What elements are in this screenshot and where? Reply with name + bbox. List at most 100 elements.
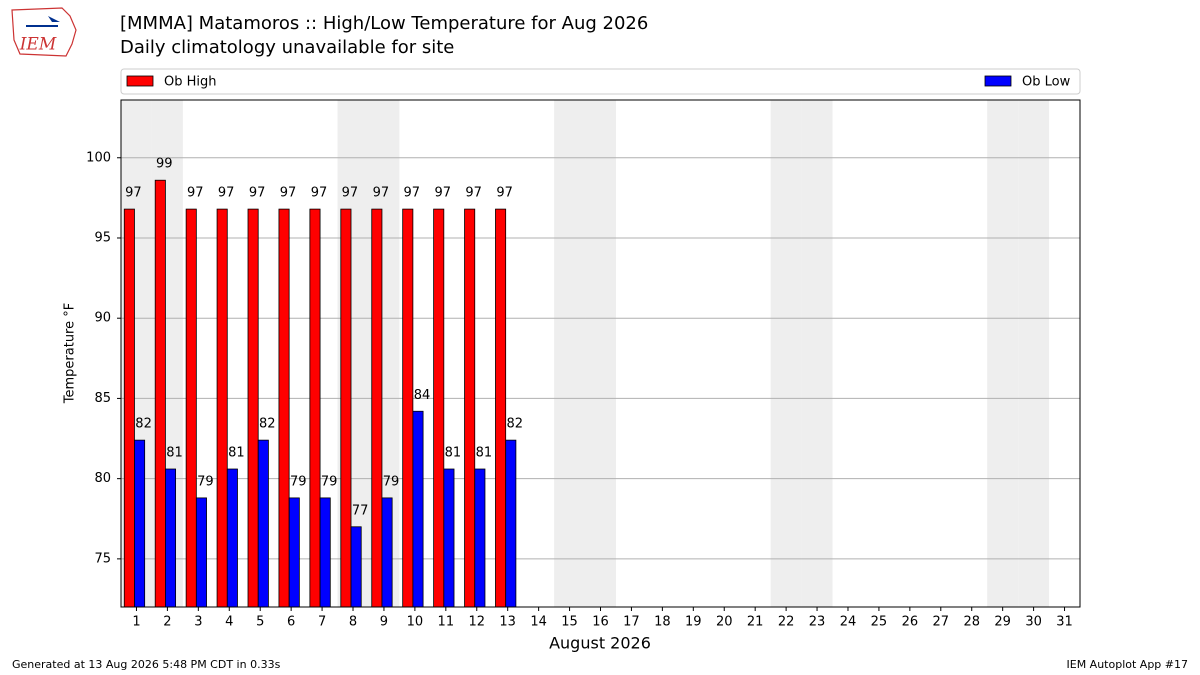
value-label: 97	[311, 186, 328, 201]
weekend-band	[1018, 100, 1050, 607]
x-tick-label: 1	[132, 615, 140, 630]
x-tick-label: 23	[809, 615, 826, 630]
x-tick-label: 3	[194, 615, 202, 630]
bar	[433, 208, 445, 608]
x-tick-label: 18	[654, 615, 671, 630]
weekend-band	[585, 100, 616, 607]
x-tick-label: 9	[380, 615, 388, 630]
value-label: 81	[166, 446, 183, 461]
x-tick-label: 8	[349, 615, 357, 630]
x-tick-label: 16	[592, 615, 609, 630]
chart-title: [MMMA] Matamoros :: High/Low Temperature…	[120, 13, 648, 34]
x-tick-label: 7	[318, 615, 326, 630]
x-tick-label: 26	[902, 615, 919, 630]
bar	[154, 179, 166, 608]
weekend-band	[801, 100, 833, 607]
x-tick-label: 4	[225, 615, 233, 630]
y-tick-label: 95	[94, 230, 111, 245]
bar	[257, 439, 269, 608]
value-label: 97	[342, 186, 359, 201]
y-tick-label: 90	[94, 311, 111, 326]
bar	[165, 468, 177, 608]
value-label: 82	[135, 417, 152, 432]
y-axis-label: Temperature °F	[63, 303, 78, 404]
value-label: 99	[156, 157, 173, 172]
value-label: 97	[465, 186, 482, 201]
bar	[185, 208, 197, 608]
legend-box	[120, 68, 1081, 95]
legend-label: Ob Low	[1022, 75, 1071, 90]
value-label: 82	[259, 417, 276, 432]
logo: IEM	[11, 7, 77, 57]
chart-subtitle: Daily climatology unavailable for site	[120, 37, 454, 58]
x-axis-label: August 2026	[549, 634, 651, 653]
x-tick-label: 17	[623, 615, 640, 630]
x-tick-label: 5	[256, 615, 264, 630]
value-label: 81	[445, 446, 462, 461]
value-label: 97	[187, 186, 204, 201]
x-tick-label: 24	[840, 615, 857, 630]
value-label: 79	[197, 474, 214, 489]
value-label: 79	[321, 474, 338, 489]
x-tick-label: 20	[716, 615, 733, 630]
bar	[288, 497, 300, 608]
weekend-band	[770, 100, 802, 607]
value-label: 97	[280, 186, 297, 201]
x-tick-label: 29	[994, 615, 1011, 630]
bar	[309, 208, 321, 608]
x-tick-label: 11	[438, 615, 455, 630]
logo-text: IEM	[19, 35, 57, 55]
x-tick-label: 19	[685, 615, 702, 630]
y-tick-label: 80	[94, 471, 111, 486]
bar	[216, 208, 228, 608]
bar	[505, 439, 517, 608]
value-label: 77	[352, 503, 369, 518]
x-tick-label: 30	[1025, 615, 1042, 630]
y-tick-label: 100	[86, 150, 111, 165]
x-tick-label: 31	[1056, 615, 1073, 630]
value-label: 97	[373, 186, 390, 201]
bar	[195, 497, 207, 608]
x-tick-label: 25	[871, 615, 888, 630]
value-label: 97	[404, 186, 421, 201]
legend-label: Ob High	[164, 75, 217, 90]
value-label: 79	[383, 474, 400, 489]
x-tick-label: 12	[468, 615, 485, 630]
bar	[443, 468, 455, 608]
x-tick-label: 15	[561, 615, 578, 630]
x-tick-label: 13	[499, 615, 516, 630]
bar	[495, 208, 507, 608]
value-label: 82	[507, 417, 524, 432]
x-tick-label: 6	[287, 615, 295, 630]
x-tick-label: 2	[163, 615, 171, 630]
legend-swatch	[984, 75, 1012, 87]
bar	[474, 468, 486, 608]
x-tick-label: 28	[963, 615, 980, 630]
bar	[381, 497, 393, 608]
bar	[371, 208, 383, 608]
bar	[402, 208, 414, 608]
weekend-band	[987, 100, 1019, 607]
bar	[278, 208, 290, 608]
value-label: 97	[218, 186, 235, 201]
value-label: 97	[249, 186, 266, 201]
footer-left: Generated at 13 Aug 2026 5:48 PM CDT in …	[12, 658, 281, 671]
bar	[134, 439, 146, 608]
y-tick-label: 85	[94, 391, 111, 406]
bar	[350, 526, 362, 608]
bar	[464, 208, 476, 608]
value-label: 81	[476, 446, 493, 461]
value-label: 97	[496, 186, 513, 201]
value-label: 84	[414, 388, 431, 403]
x-tick-label: 22	[778, 615, 795, 630]
value-label: 97	[125, 186, 142, 201]
bar	[226, 468, 238, 608]
bar	[412, 410, 424, 608]
x-tick-label: 14	[530, 615, 547, 630]
y-tick-label: 75	[94, 551, 111, 566]
x-tick-label: 10	[407, 615, 424, 630]
value-label: 97	[434, 186, 451, 201]
bar	[247, 208, 259, 608]
footer-right: IEM Autoplot App #17	[1067, 658, 1189, 671]
